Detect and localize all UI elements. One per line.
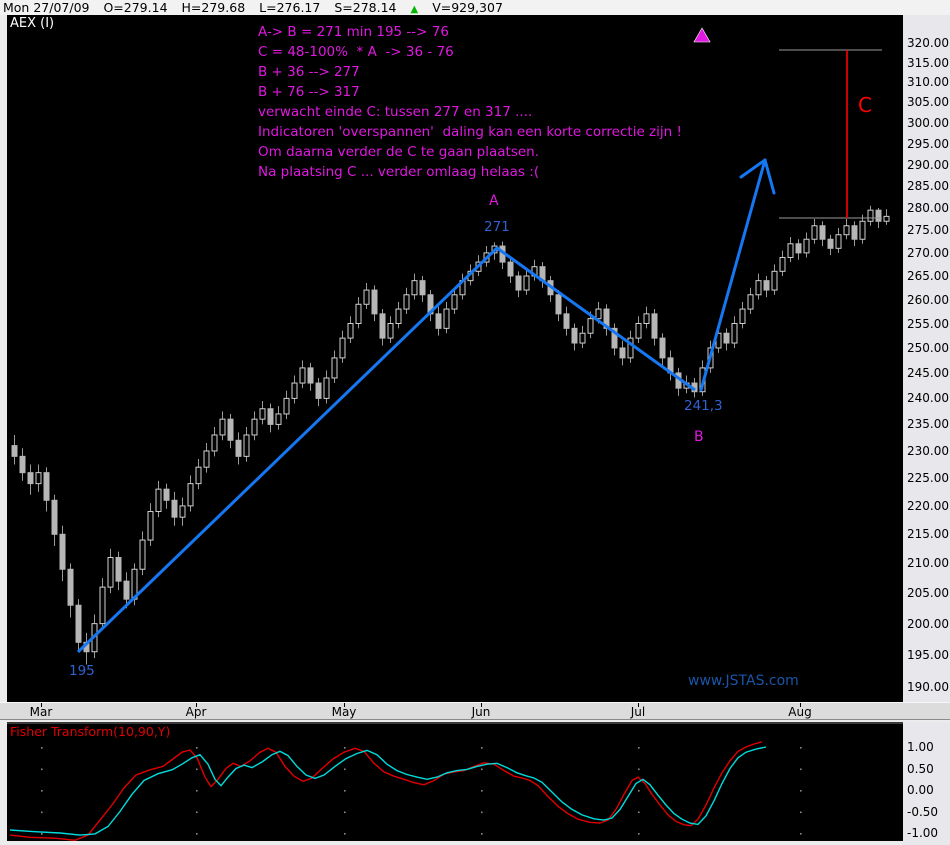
price-tick-label: 285.00 [907,179,949,194]
month-label: Jul [630,705,646,719]
month-label: Apr [185,705,207,719]
fisher-panel-canvas[interactable] [7,722,903,841]
price-tick-label: 210.00 [907,556,949,571]
price-tick-label: 295.00 [907,136,949,151]
month-tick [196,703,197,707]
fisher-tick-label: 1.00 [907,740,934,754]
price-tick-label: 195.00 [907,647,949,662]
wave-b-label: B [694,429,704,445]
fisher-axis-strip [903,722,950,845]
price-tick-label: 220.00 [907,498,949,513]
annotation-line: A-> B = 271 min 195 --> 76 [258,24,449,40]
price-axis-strip [903,15,950,702]
price-tick-label: 225.00 [907,471,949,486]
price-tick-label: 190.00 [907,680,949,694]
wave-a-label: A [489,193,499,209]
start-value-label: 195 [69,663,95,679]
wave-c-label: C [858,93,872,117]
volume-up-triangle-icon: ▲ [410,4,419,15]
fisher-indicator-label: Fisher Transform(10,90,Y) [10,724,171,739]
price-tick-label: 245.00 [907,365,949,380]
peak-value-label: 271 [484,219,510,235]
annotation-line: Indicatoren 'overspannen' daling kan een… [258,124,682,140]
month-label: May [331,705,357,719]
annotation-line: verwacht einde C: tussen 277 en 317 .... [258,104,533,120]
price-tick-label: 280.00 [907,201,949,215]
price-tick-label: 275.00 [907,223,949,238]
price-tick-label: 260.00 [907,292,949,307]
month-tick [800,703,801,707]
price-tick-label: 270.00 [907,245,949,260]
price-tick-label: 290.00 [907,157,949,172]
annotation-line: B + 76 --> 317 [258,84,360,100]
price-tick-label: 305.00 [907,95,949,110]
price-tick-label: 320.00 [907,36,949,50]
month-label: Aug [788,705,812,719]
annotation-line: B + 36 --> 277 [258,64,360,80]
annotation-line: Om daarna verder de C te gaan plaatsen. [258,144,540,160]
instrument-title: AEX (I) [10,16,55,31]
status-open: O=279.14 [103,0,168,15]
status-date: Mon 27/07/09 [3,0,90,15]
month-tick [344,703,345,707]
time-axis-strip [0,702,950,720]
month-tick [41,703,42,707]
status-bar: Mon 27/07/09 O=279.14 H=279.68 L=276.17 S=27… [0,0,950,15]
price-tick-label: 250.00 [907,341,949,355]
fisher-tick-label: -1.00 [907,826,939,840]
month-label: Mar [29,705,53,719]
price-tick-label: 265.00 [907,269,949,283]
status-high: H=279.68 [181,0,246,15]
price-tick-label: 300.00 [907,115,949,130]
price-tick-label: 215.00 [907,527,949,542]
price-tick-label: 240.00 [907,391,949,406]
fisher-tick-label: 0.50 [907,761,934,776]
fisher-tick-label: 0.00 [907,783,934,797]
price-tick-label: 255.00 [907,316,949,331]
analysis-annotations: A-> B = 271 min 195 --> 76 C = 48-100% * … [258,24,682,184]
fisher-tick-label: -0.50 [907,804,939,819]
price-tick-label: 235.00 [907,417,949,432]
status-volume: V=929,307 [432,0,503,15]
price-tick-label: 310.00 [907,75,949,90]
status-settle: S=278.14 [334,0,397,15]
status-low: L=276.17 [259,0,321,15]
price-tick-label: 205.00 [907,586,949,601]
price-tick-label: 230.00 [907,444,949,458]
annotation-line: C = 48-100% * A -> 36 - 76 [258,44,454,60]
price-tick-label: 315.00 [907,55,949,70]
trough-value-label: 241,3 [684,398,723,414]
month-tick [481,703,482,707]
watermark-label: www.JSTAS.com [688,673,799,689]
annotation-line: Na plaatsing C ... verder omlaag helaas … [258,164,540,180]
price-tick-label: 200.00 [907,616,949,631]
month-tick [638,703,639,707]
month-label: Jun [471,705,491,719]
